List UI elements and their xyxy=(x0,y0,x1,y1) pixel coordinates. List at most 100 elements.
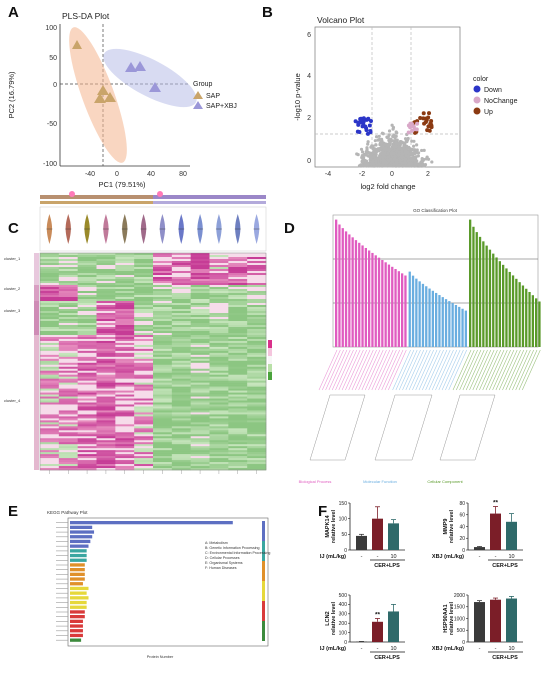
volcano-point-nochange xyxy=(422,164,426,168)
heatmap-cell xyxy=(96,454,116,457)
heatmap-cell xyxy=(209,261,229,264)
b-xtick: -4 xyxy=(325,171,331,178)
heatmap-cell xyxy=(171,271,191,274)
heatmap-cell xyxy=(40,434,60,437)
heatmap-cell xyxy=(153,378,173,381)
b-ylabel: -log10 p-value xyxy=(293,73,302,121)
heatmap-cell xyxy=(228,348,248,352)
heatmap-cell xyxy=(134,378,154,381)
heatmap-cell xyxy=(228,408,248,411)
volcano-point-nochange xyxy=(430,160,434,164)
heatmap-cell xyxy=(134,297,154,300)
volcano-point-nochange xyxy=(410,153,415,157)
heatmap-cell xyxy=(228,325,248,328)
go-bar xyxy=(508,271,511,347)
heatmap-cell xyxy=(77,442,97,445)
kegg-bar xyxy=(70,521,233,525)
heatmap-cell xyxy=(171,438,191,441)
heatmap-cell xyxy=(228,265,248,268)
heatmap-cell xyxy=(77,253,97,256)
heatmap-cell xyxy=(77,460,97,463)
f-ylabel: MMP9relative level xyxy=(443,510,455,543)
volcano-point-nochange xyxy=(403,161,407,165)
heatmap-cell xyxy=(134,257,154,260)
heatmap-cell xyxy=(171,380,191,383)
volcano-point-up xyxy=(422,121,427,126)
heatmap-cell xyxy=(190,295,210,298)
heatmap-cell xyxy=(96,416,116,419)
heatmap-cell xyxy=(209,456,229,459)
heatmap-cell xyxy=(190,412,210,415)
heatmap-cell xyxy=(58,279,78,282)
heatmap-cell xyxy=(171,358,191,362)
heatmap-cell xyxy=(58,428,78,431)
heatmap-cell xyxy=(134,275,154,278)
heatmap-cell xyxy=(171,356,191,360)
heatmap-cell xyxy=(228,350,248,354)
heatmap-cell xyxy=(96,346,116,350)
heatmap-cell xyxy=(153,340,173,344)
heatmap-cell xyxy=(115,295,135,298)
heatmap-cell xyxy=(96,325,116,328)
heatmap-cell xyxy=(209,454,229,457)
heatmap-cell xyxy=(115,428,135,431)
heatmap-cell xyxy=(134,321,154,324)
go-term-label xyxy=(522,349,541,391)
heatmap-cell xyxy=(190,462,210,465)
heatmap-cell xyxy=(115,446,135,449)
go-term-label xyxy=(465,349,485,391)
f-xbj-label: XBJ (mL/kg) xyxy=(432,646,464,652)
go-bar xyxy=(361,245,364,347)
panel-b-volcano: Volcano Plot 6 4 2 0 -4 -2 0 2 log2 fold… xyxy=(293,15,518,191)
heatmap-cell xyxy=(40,436,60,439)
panel-e-kegg: KEGG Pathway Plot A: Metabolism B: Genet… xyxy=(47,510,270,659)
heatmap-cell xyxy=(58,327,78,330)
heatmap-cell xyxy=(190,261,210,264)
heatmap-cell xyxy=(228,281,248,284)
go-bar xyxy=(428,288,431,347)
heatmap-cell xyxy=(134,458,154,461)
heatmap-cell xyxy=(58,374,78,377)
go-bar xyxy=(404,275,407,347)
heatmap-cell xyxy=(171,368,191,372)
heatmap-cell xyxy=(190,422,210,425)
heatmap-cell xyxy=(247,392,267,395)
heatmap-cell xyxy=(58,454,78,457)
heatmap-cell xyxy=(115,444,135,447)
heatmap-cell xyxy=(134,362,154,366)
heatmap-cell xyxy=(247,323,267,326)
volcano-point-nochange xyxy=(386,151,391,155)
b-xtick: -2 xyxy=(359,171,365,178)
volcano-point-nochange xyxy=(404,157,408,161)
heatmap-cell xyxy=(58,317,78,320)
heatmap-cell xyxy=(190,325,210,328)
heatmap-cell xyxy=(190,338,210,342)
heatmap-cell xyxy=(58,305,78,308)
heatmap-cell xyxy=(209,293,229,296)
heatmap-cell xyxy=(209,301,229,304)
heatmap-cell xyxy=(209,396,229,399)
heatmap-cell xyxy=(77,342,97,346)
heatmap-cell xyxy=(40,376,60,379)
heatmap-cell xyxy=(115,468,135,471)
heatmap-cell xyxy=(190,275,210,278)
heatmap-cell xyxy=(247,333,267,336)
heatmap-cell xyxy=(96,348,116,352)
heatmap-cell xyxy=(153,414,173,417)
heatmap-cell xyxy=(115,406,135,409)
heatmap-cell xyxy=(247,406,267,409)
heatmap-cell xyxy=(171,456,191,459)
heatmap-cell xyxy=(247,354,267,358)
heatmap-cell xyxy=(209,412,229,415)
f-bar xyxy=(356,535,367,550)
heatmap-cell xyxy=(190,342,210,346)
heatmap-cell xyxy=(247,464,267,467)
heatmap-cell xyxy=(171,432,191,435)
heatmap-cell xyxy=(171,354,191,358)
go-bar xyxy=(368,250,371,347)
heatmap-cell xyxy=(228,297,248,300)
heatmap-cell xyxy=(153,404,173,407)
b-xtick: 0 xyxy=(390,171,394,178)
f-ytick: 0 xyxy=(344,548,347,554)
